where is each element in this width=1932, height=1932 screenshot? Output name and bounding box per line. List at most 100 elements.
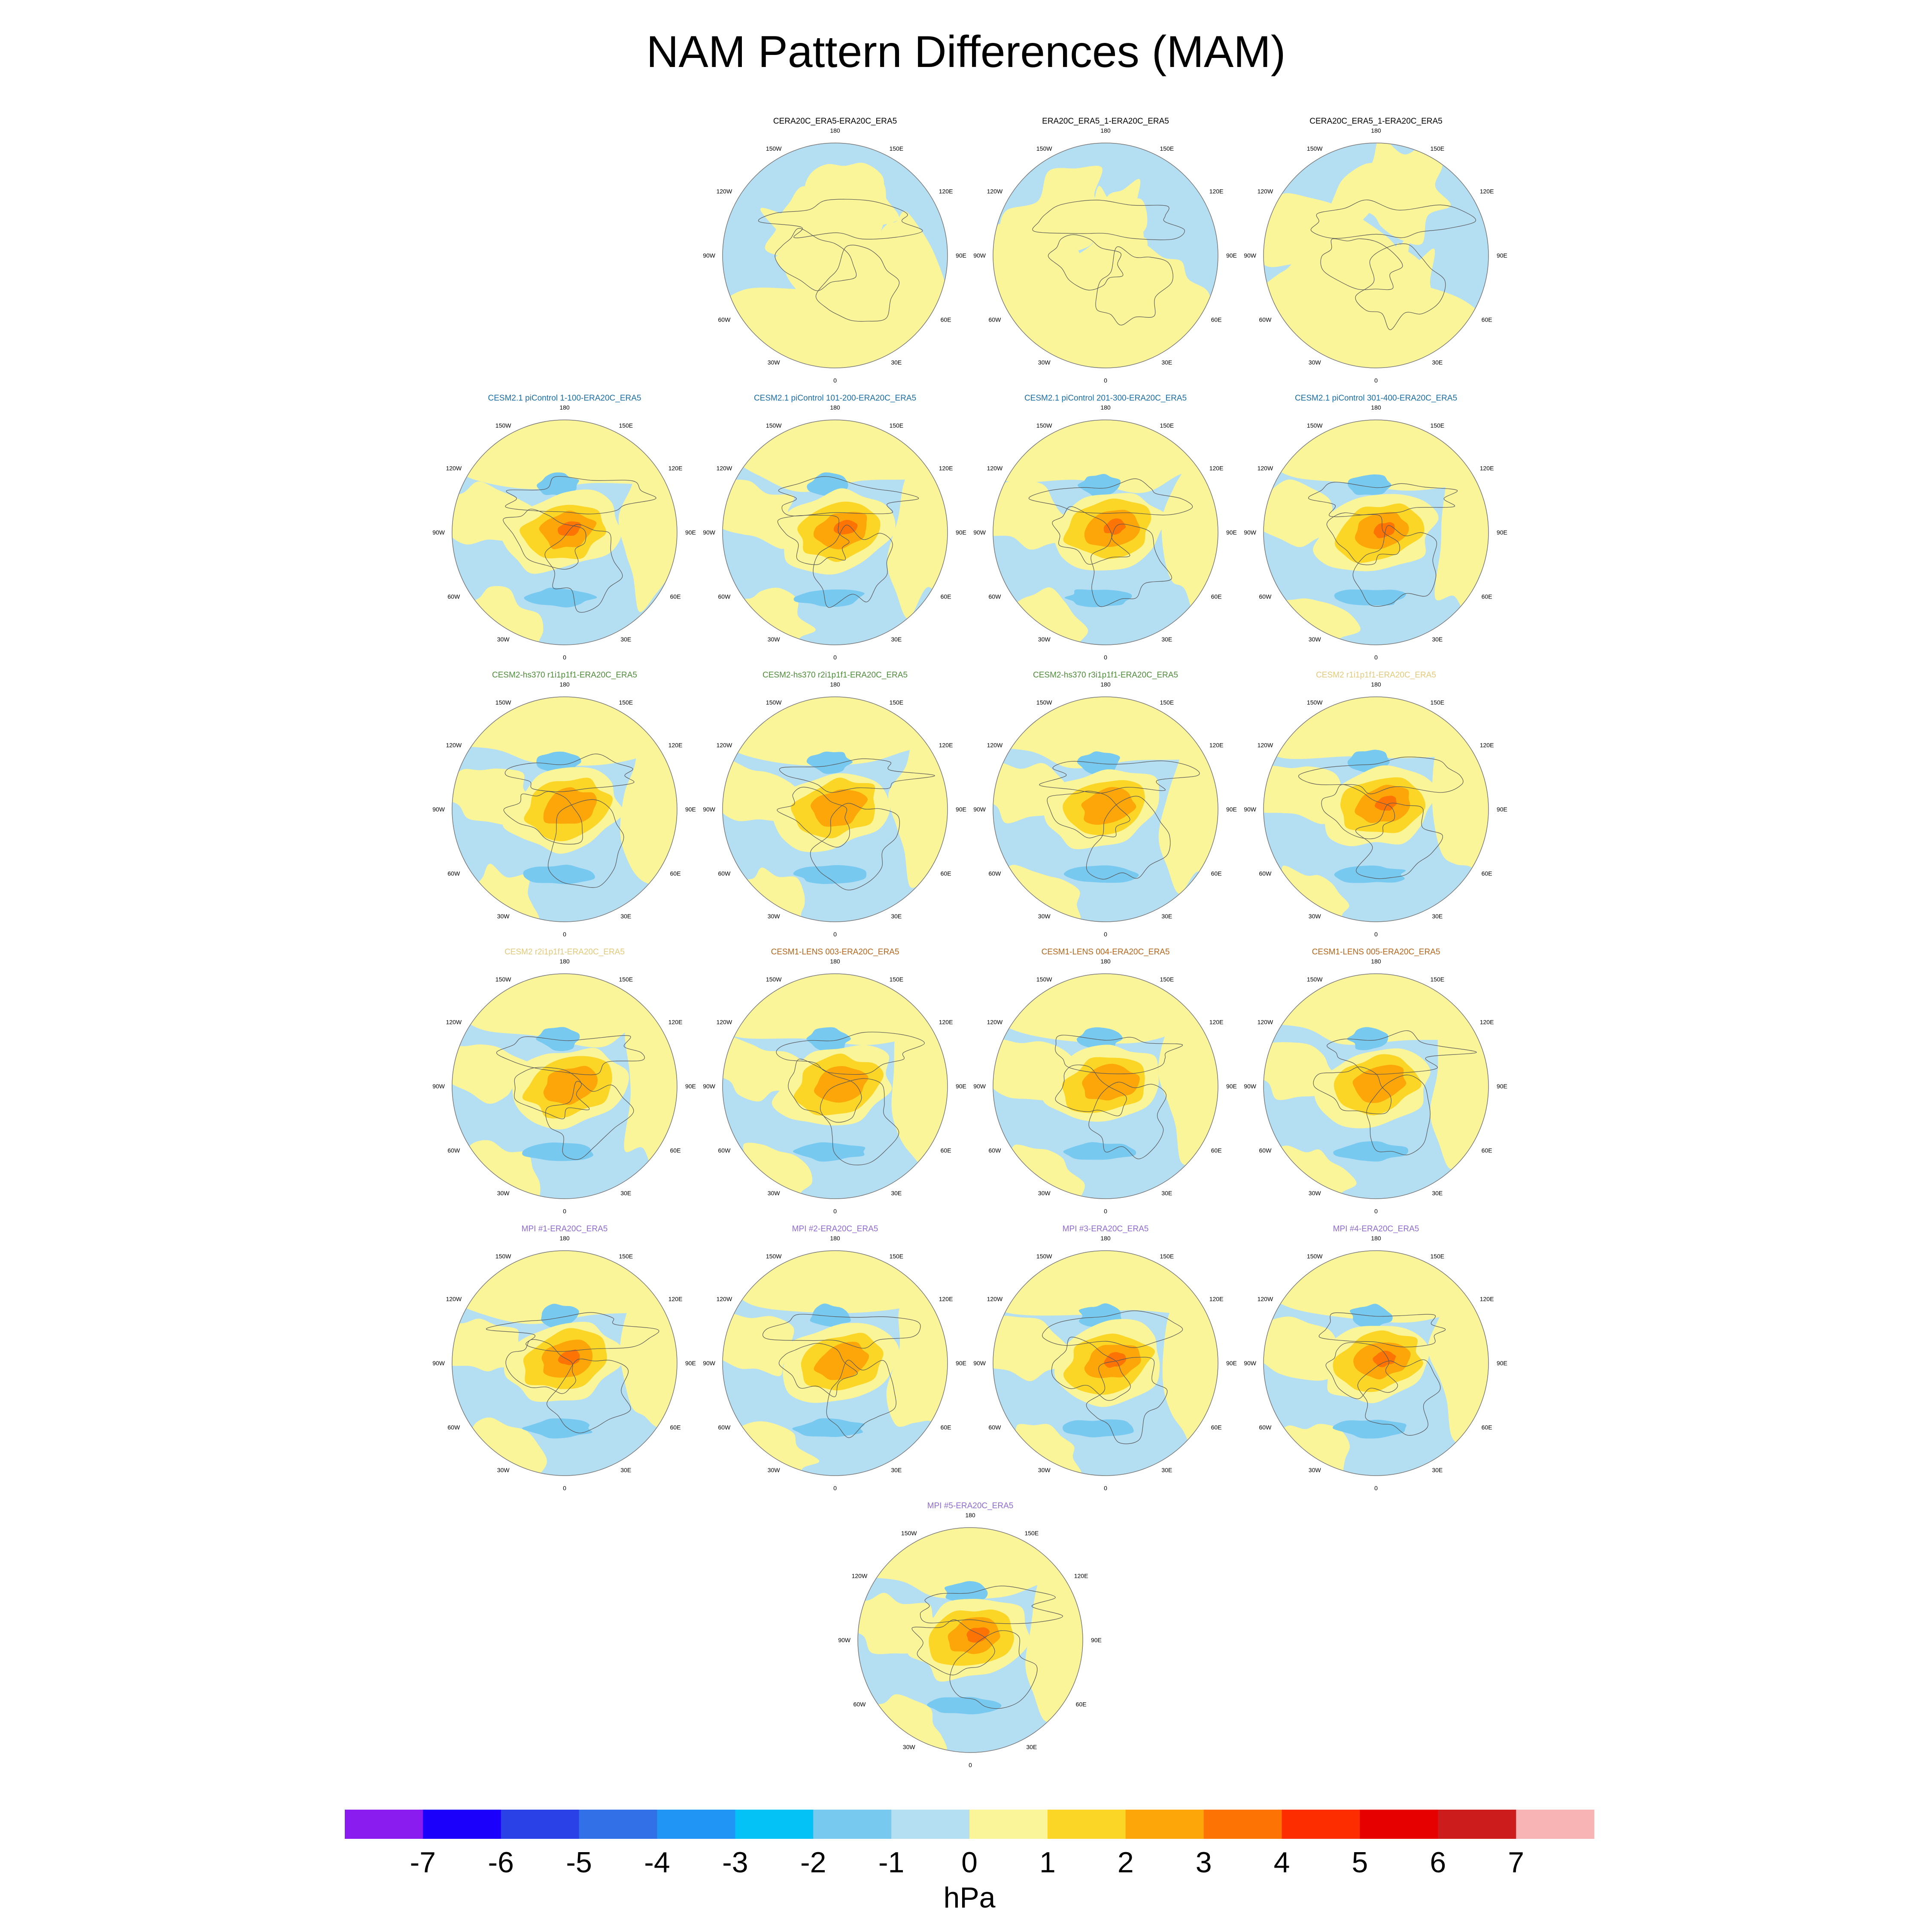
longitude-label: 0: [833, 1485, 837, 1492]
longitude-label: 90W: [432, 806, 445, 813]
longitude-label: 150E: [1430, 1253, 1444, 1260]
longitude-label: 30E: [620, 1467, 631, 1473]
longitude-label: 90E: [1226, 252, 1237, 259]
longitude-label: 60W: [1259, 1424, 1272, 1431]
longitude-label: 90E: [956, 1083, 966, 1090]
longitude-label: 120W: [987, 465, 1003, 472]
panel-title: MPI #1-ERA20C_ERA5: [522, 1224, 608, 1233]
colorbar-swatch: [1047, 1810, 1126, 1839]
map-border: [722, 143, 948, 368]
longitude-label: 90E: [1091, 1637, 1102, 1643]
longitude-label: 90W: [1244, 806, 1257, 813]
longitude-label: 120W: [446, 1019, 462, 1026]
longitude-label: 60W: [1259, 1147, 1272, 1154]
longitude-label: 90E: [1226, 529, 1237, 536]
panel-title: CESM2 r1i1p1f1-ERA20C_ERA5: [1316, 671, 1436, 680]
longitude-label: 120E: [939, 742, 953, 749]
colorbar-tick-label: 0: [961, 1846, 978, 1879]
longitude-label: 30W: [768, 1467, 781, 1473]
longitude-label: 90W: [432, 529, 445, 536]
longitude-label: 60E: [1211, 1147, 1222, 1154]
panel-title: MPI #5-ERA20C_ERA5: [927, 1501, 1014, 1510]
longitude-label: 0: [1104, 1208, 1107, 1215]
panel-title: ERA20C_ERA5_1-ERA20C_ERA5: [1042, 117, 1169, 126]
longitude-label: 30W: [1309, 1190, 1321, 1197]
longitude-label: 150W: [901, 1530, 917, 1537]
longitude-label: 90W: [838, 1637, 851, 1643]
longitude-label: 120E: [1480, 742, 1494, 749]
map-panel: MPI #5-ERA20C_ERA5 180 150E 120E 90E 60E 30E 0 3…: [838, 1501, 1102, 1768]
longitude-label: 60W: [448, 870, 461, 877]
longitude-label: 0: [833, 654, 837, 661]
longitude-label: 30E: [1161, 1467, 1172, 1473]
longitude-label: 30W: [1038, 1467, 1051, 1473]
colorbar-tick-label: -6: [488, 1846, 514, 1879]
longitude-label: 0: [833, 377, 837, 384]
longitude-label: 60E: [670, 870, 681, 877]
map-border: [722, 419, 948, 645]
longitude-label: 90W: [1244, 1083, 1257, 1090]
colorbar-tick-label: 2: [1118, 1846, 1134, 1879]
longitude-label: 180: [1100, 127, 1111, 134]
longitude-label: 30E: [1161, 359, 1172, 366]
longitude-label: 60E: [1482, 870, 1492, 877]
longitude-label: 150W: [766, 699, 782, 706]
panel-title: CESM1-LENS 005-ERA20C_ERA5: [1312, 948, 1440, 957]
longitude-label: 150E: [1430, 422, 1444, 429]
longitude-label: 150E: [1160, 1253, 1174, 1260]
longitude-label: 120E: [668, 742, 683, 749]
longitude-label: 90W: [973, 806, 986, 813]
contour-fill: [723, 143, 948, 368]
longitude-label: 60W: [989, 870, 1002, 877]
longitude-label: 0: [1374, 654, 1378, 661]
longitude-label: 60E: [670, 593, 681, 600]
longitude-label: 60W: [989, 316, 1002, 323]
longitude-label: 150W: [766, 145, 782, 152]
longitude-label: 150E: [1430, 976, 1444, 983]
longitude-label: 150E: [619, 976, 633, 983]
longitude-label: 120E: [1480, 1019, 1494, 1026]
longitude-label: 30W: [1038, 913, 1051, 920]
longitude-label: 180: [1100, 958, 1111, 965]
longitude-label: 60W: [989, 1424, 1002, 1431]
coastlines: [1029, 478, 1193, 607]
longitude-label: 90E: [1226, 1360, 1237, 1367]
longitude-label: 150E: [1160, 422, 1174, 429]
coastlines: [1039, 760, 1200, 880]
coastlines: [503, 753, 635, 888]
map-border: [1263, 973, 1489, 1199]
contour-fill: [723, 1251, 948, 1476]
longitude-label: 90W: [703, 1083, 716, 1090]
longitude-label: 30W: [497, 1190, 510, 1197]
map-border: [993, 419, 1218, 645]
longitude-label: 180: [559, 1235, 570, 1242]
colorbar-swatch: [501, 1810, 580, 1839]
longitude-label: 30W: [1309, 1467, 1321, 1473]
longitude-label: 120W: [1258, 1019, 1273, 1026]
longitude-label: 150W: [495, 699, 511, 706]
longitude-label: 60E: [941, 593, 951, 600]
colorbar-tick-label: -5: [566, 1846, 592, 1879]
contour-fill: [1264, 697, 1488, 922]
colorbar-tick-label: 4: [1274, 1846, 1290, 1879]
longitude-label: 120E: [668, 1019, 683, 1026]
colorbar-swatch: [735, 1810, 814, 1839]
longitude-label: 180: [1371, 404, 1381, 411]
map-border: [722, 696, 948, 922]
longitude-label: 0: [1104, 931, 1107, 938]
longitude-label: 90W: [703, 806, 716, 813]
longitude-label: 30E: [891, 1467, 902, 1473]
colorbar-swatch: [1282, 1810, 1360, 1839]
map-panel: MPI #2-ERA20C_ERA5 180 150E 120E 90E 60E 30E 0 3…: [703, 1224, 966, 1492]
longitude-label: 60W: [718, 316, 731, 323]
longitude-label: 150E: [889, 1253, 903, 1260]
longitude-label: 120W: [1258, 742, 1273, 749]
longitude-label: 120E: [939, 1019, 953, 1026]
longitude-label: 120W: [1258, 188, 1273, 195]
longitude-label: 90W: [1244, 1360, 1257, 1367]
longitude-label: 30E: [1161, 1190, 1172, 1197]
colorbar-tick-label: 7: [1508, 1846, 1524, 1879]
longitude-label: 90W: [432, 1083, 445, 1090]
longitude-label: 30W: [768, 913, 781, 920]
